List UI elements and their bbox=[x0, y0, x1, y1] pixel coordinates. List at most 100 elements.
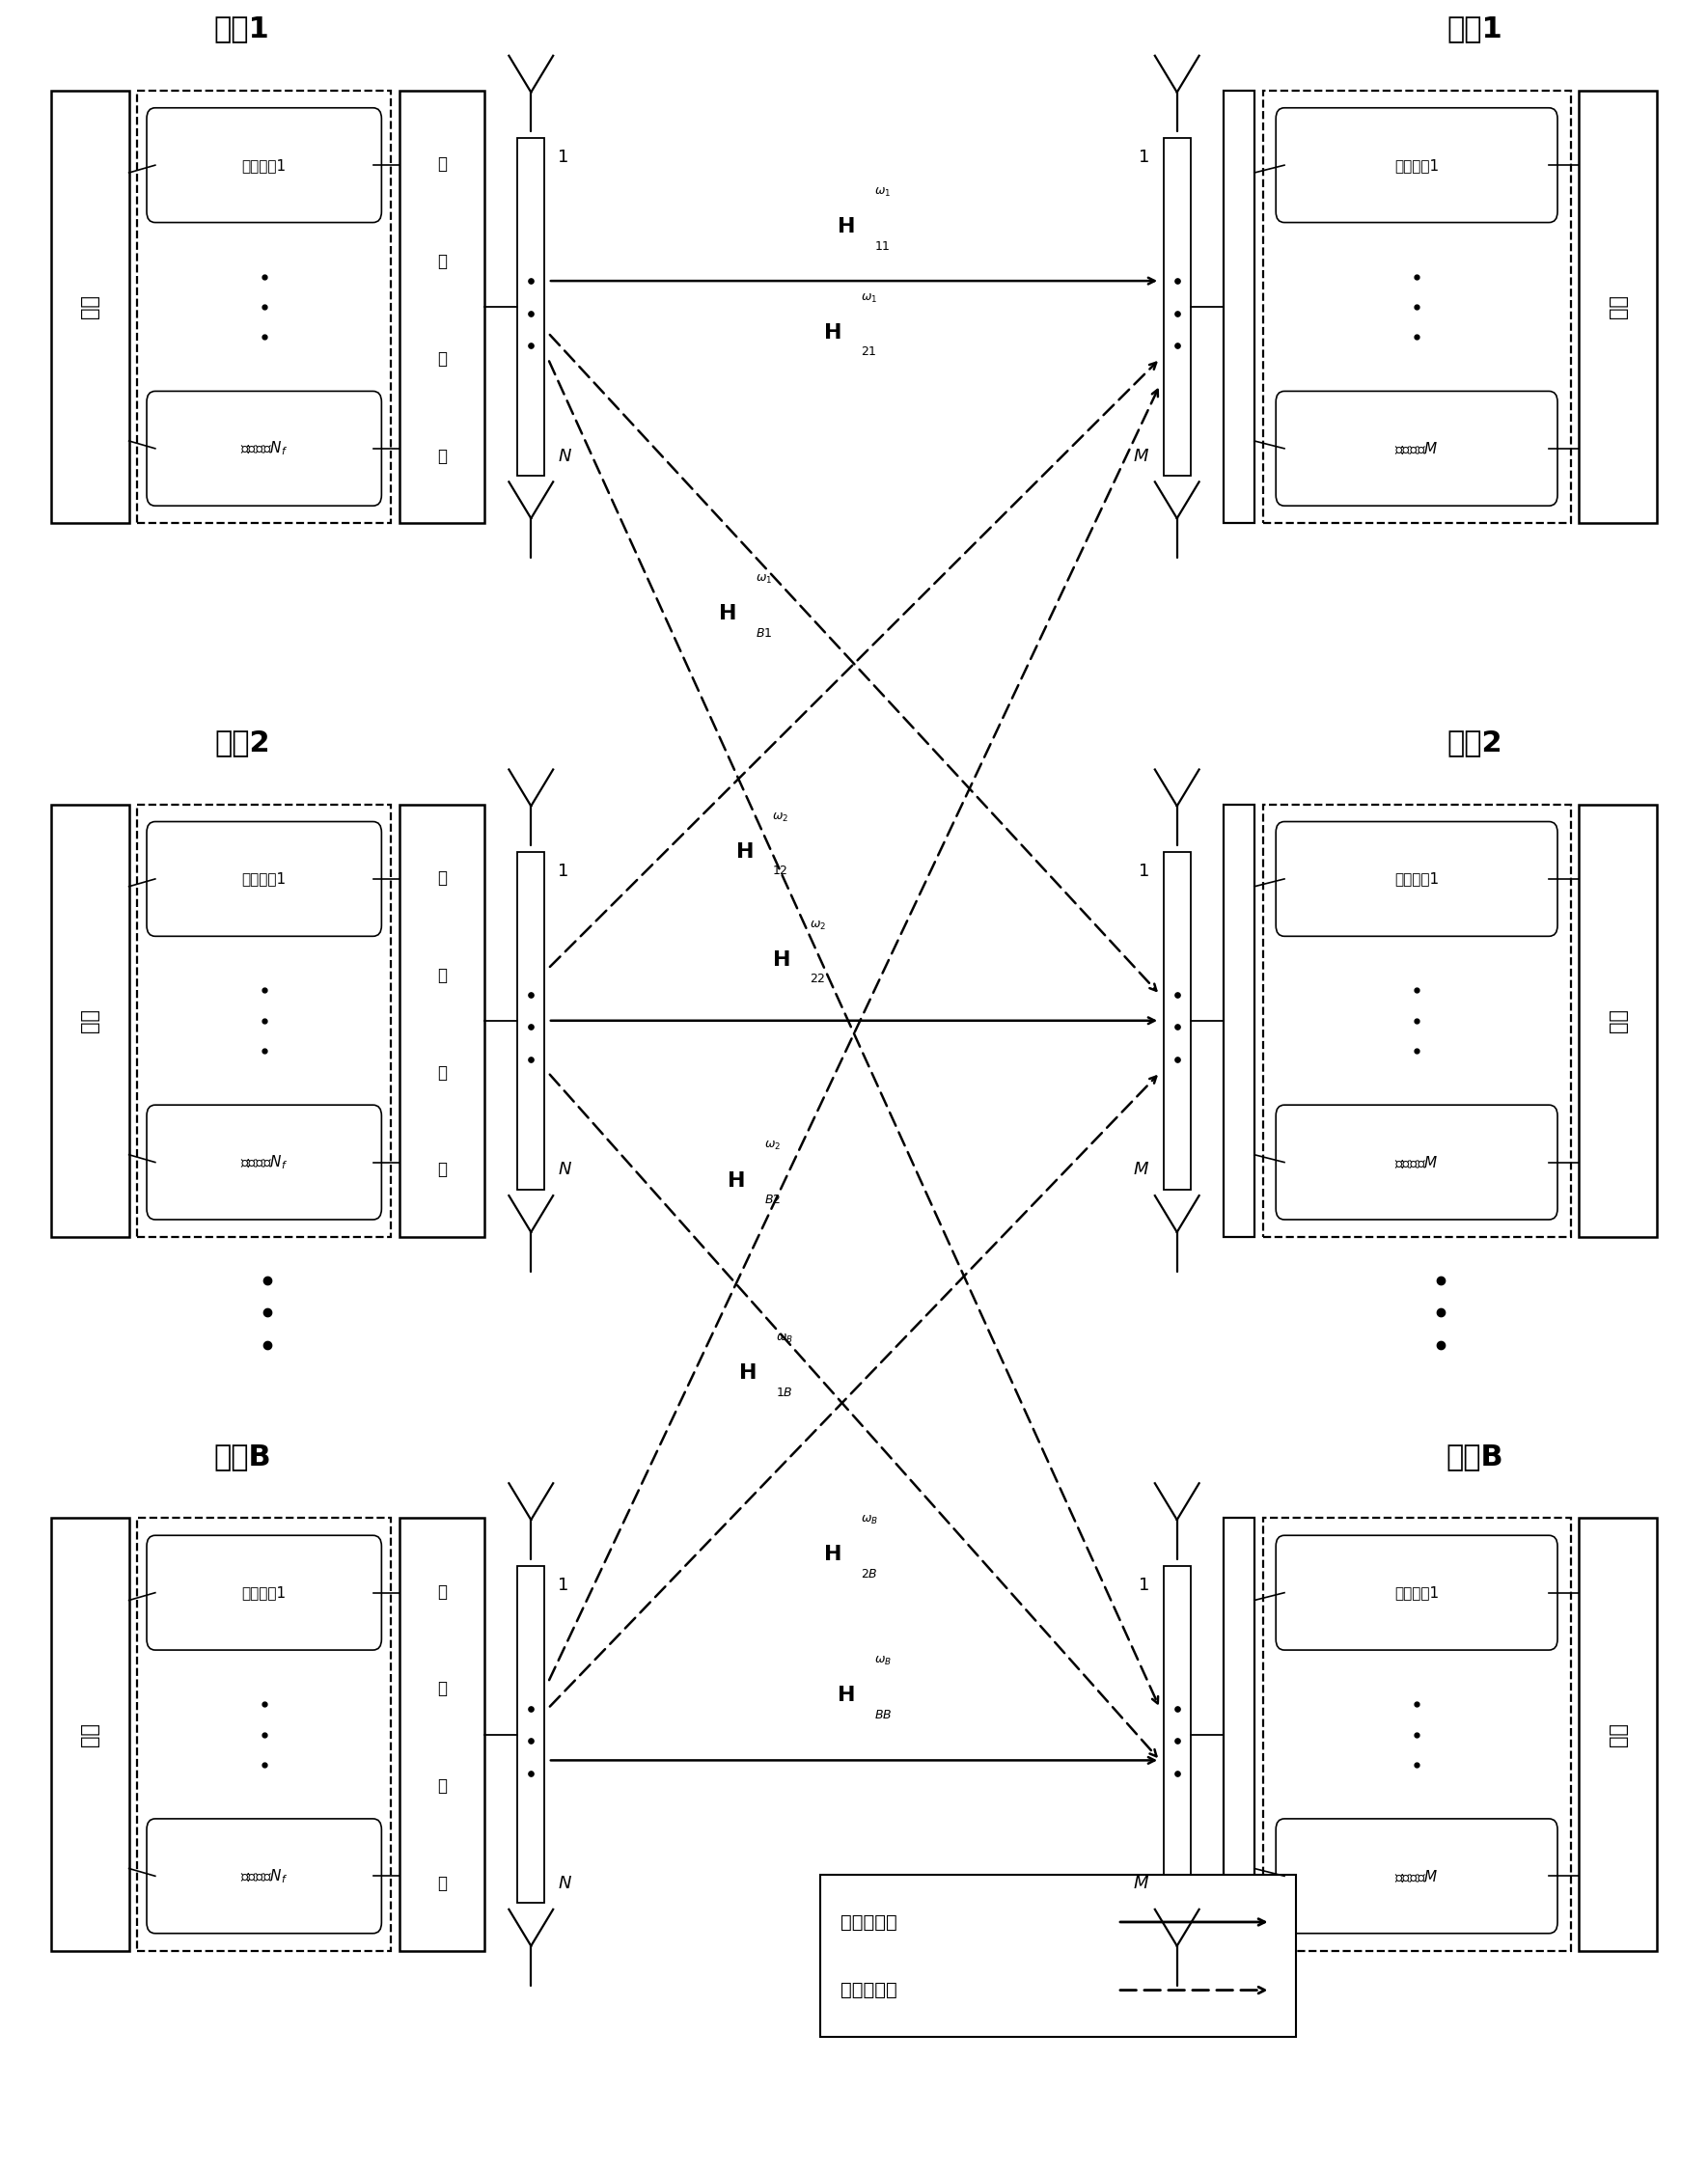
Text: $BB$: $BB$ bbox=[874, 1709, 892, 1722]
Text: $\mathbf{H}$: $\mathbf{H}$ bbox=[772, 951, 791, 970]
FancyBboxPatch shape bbox=[1163, 1565, 1190, 1904]
Text: 干扭信号：: 干扭信号： bbox=[840, 1980, 897, 1999]
FancyBboxPatch shape bbox=[1163, 139, 1190, 475]
Text: 射频链路1: 射频链路1 bbox=[243, 873, 287, 886]
FancyBboxPatch shape bbox=[1276, 1535, 1558, 1650]
FancyBboxPatch shape bbox=[147, 1535, 381, 1650]
FancyBboxPatch shape bbox=[137, 803, 391, 1237]
FancyBboxPatch shape bbox=[1578, 1518, 1657, 1952]
Text: $\mathbf{H}$: $\mathbf{H}$ bbox=[717, 604, 736, 623]
FancyBboxPatch shape bbox=[1262, 1518, 1571, 1952]
Text: 基带: 基带 bbox=[80, 295, 99, 319]
FancyBboxPatch shape bbox=[400, 1518, 485, 1952]
FancyBboxPatch shape bbox=[400, 803, 485, 1237]
FancyBboxPatch shape bbox=[518, 139, 545, 475]
Text: 基带: 基带 bbox=[1609, 1722, 1628, 1745]
FancyBboxPatch shape bbox=[1276, 1819, 1558, 1934]
Text: $12$: $12$ bbox=[772, 864, 789, 877]
Text: 射频链路1: 射频链路1 bbox=[243, 1585, 287, 1600]
Text: $N$: $N$ bbox=[559, 447, 572, 465]
FancyBboxPatch shape bbox=[147, 821, 381, 936]
Text: $\omega_{B}$: $\omega_{B}$ bbox=[775, 1333, 793, 1346]
Text: $B1$: $B1$ bbox=[755, 627, 772, 640]
Text: $B2$: $B2$ bbox=[763, 1194, 781, 1207]
Text: $\omega_{B}$: $\omega_{B}$ bbox=[874, 1654, 892, 1667]
Text: $\mathbf{H}$: $\mathbf{H}$ bbox=[837, 217, 854, 237]
Text: 基带: 基带 bbox=[80, 1010, 99, 1033]
Text: $M$: $M$ bbox=[1134, 1876, 1149, 1893]
Text: $\mathbf{H}$: $\mathbf{H}$ bbox=[823, 323, 842, 343]
FancyBboxPatch shape bbox=[147, 1819, 381, 1934]
Text: 选: 选 bbox=[437, 350, 446, 367]
Text: 择: 择 bbox=[437, 1876, 446, 1893]
Text: 用戶2: 用戶2 bbox=[1447, 729, 1503, 758]
Text: 1: 1 bbox=[1139, 1576, 1149, 1594]
Text: 基垙1: 基垙1 bbox=[214, 15, 270, 43]
Text: 基带: 基带 bbox=[1609, 1010, 1628, 1033]
Text: $22$: $22$ bbox=[810, 973, 825, 986]
FancyBboxPatch shape bbox=[1276, 821, 1558, 936]
FancyBboxPatch shape bbox=[820, 1876, 1296, 2036]
Text: 1: 1 bbox=[559, 1576, 569, 1594]
FancyBboxPatch shape bbox=[51, 91, 130, 523]
Text: 天: 天 bbox=[437, 868, 446, 886]
Text: 线: 线 bbox=[437, 252, 446, 269]
FancyBboxPatch shape bbox=[1276, 109, 1558, 221]
FancyBboxPatch shape bbox=[518, 1565, 545, 1904]
FancyBboxPatch shape bbox=[147, 1105, 381, 1220]
Text: $1B$: $1B$ bbox=[775, 1385, 793, 1398]
Text: 射频链路$M$: 射频链路$M$ bbox=[1395, 1155, 1438, 1170]
FancyBboxPatch shape bbox=[1578, 91, 1657, 523]
Text: 基垙2: 基垙2 bbox=[214, 729, 270, 758]
Text: 选: 选 bbox=[437, 1064, 446, 1081]
FancyBboxPatch shape bbox=[1276, 1105, 1558, 1220]
FancyBboxPatch shape bbox=[137, 91, 391, 523]
FancyBboxPatch shape bbox=[1276, 391, 1558, 506]
Text: 天: 天 bbox=[437, 1583, 446, 1600]
Text: $2B$: $2B$ bbox=[861, 1567, 878, 1580]
Text: 用户B: 用户B bbox=[1445, 1442, 1503, 1470]
Text: 择: 择 bbox=[437, 1161, 446, 1179]
Text: $\omega_{B}$: $\omega_{B}$ bbox=[861, 1513, 878, 1526]
FancyBboxPatch shape bbox=[1578, 803, 1657, 1237]
Text: $\mathbf{H}$: $\mathbf{H}$ bbox=[734, 842, 753, 862]
Text: $\omega_{1}$: $\omega_{1}$ bbox=[755, 573, 772, 586]
Text: $\mathbf{H}$: $\mathbf{H}$ bbox=[738, 1363, 757, 1383]
Text: $\omega_{2}$: $\omega_{2}$ bbox=[772, 812, 789, 823]
FancyBboxPatch shape bbox=[1262, 91, 1571, 523]
FancyBboxPatch shape bbox=[147, 109, 381, 221]
FancyBboxPatch shape bbox=[147, 391, 381, 506]
Text: $11$: $11$ bbox=[874, 239, 890, 252]
Text: $\mathbf{H}$: $\mathbf{H}$ bbox=[726, 1170, 745, 1190]
Text: 射频链路$N_f$: 射频链路$N_f$ bbox=[241, 1867, 289, 1884]
Text: 射频链路$M$: 射频链路$M$ bbox=[1395, 441, 1438, 456]
FancyBboxPatch shape bbox=[137, 1518, 391, 1952]
Text: 用戶1: 用戶1 bbox=[1447, 15, 1503, 43]
FancyBboxPatch shape bbox=[1223, 1518, 1254, 1952]
Text: 1: 1 bbox=[1139, 862, 1149, 879]
Text: $21$: $21$ bbox=[861, 345, 876, 358]
FancyBboxPatch shape bbox=[1223, 91, 1254, 523]
Text: 射频链路1: 射频链路1 bbox=[243, 158, 287, 172]
Text: 线: 线 bbox=[437, 966, 446, 983]
FancyBboxPatch shape bbox=[51, 1518, 130, 1952]
Text: $\omega_{1}$: $\omega_{1}$ bbox=[861, 293, 878, 304]
Text: $\omega_{2}$: $\omega_{2}$ bbox=[810, 918, 827, 931]
Text: $\omega_{1}$: $\omega_{1}$ bbox=[874, 187, 892, 200]
Text: 1: 1 bbox=[559, 862, 569, 879]
Text: 1: 1 bbox=[559, 150, 569, 167]
FancyBboxPatch shape bbox=[51, 803, 130, 1237]
FancyBboxPatch shape bbox=[1163, 851, 1190, 1190]
Text: $N$: $N$ bbox=[559, 1876, 572, 1893]
Text: $\mathbf{H}$: $\mathbf{H}$ bbox=[837, 1687, 854, 1704]
Text: 射频链路$N_f$: 射频链路$N_f$ bbox=[241, 1153, 289, 1172]
Text: 射频链路1: 射频链路1 bbox=[1394, 1585, 1438, 1600]
Text: 择: 择 bbox=[437, 447, 446, 465]
Text: 选: 选 bbox=[437, 1778, 446, 1795]
Text: 基站B: 基站B bbox=[214, 1442, 272, 1470]
Text: $M$: $M$ bbox=[1134, 447, 1149, 465]
Text: 射频链路$N_f$: 射频链路$N_f$ bbox=[241, 439, 289, 458]
Text: 基带: 基带 bbox=[80, 1722, 99, 1745]
Text: $N$: $N$ bbox=[559, 1161, 572, 1179]
Text: $M$: $M$ bbox=[1134, 1161, 1149, 1179]
